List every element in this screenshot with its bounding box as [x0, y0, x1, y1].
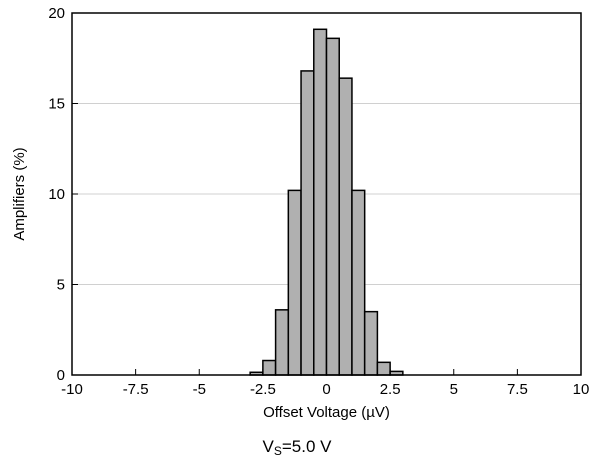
x-tick-label: -5: [193, 381, 206, 398]
histogram-bar: [287, 189, 302, 376]
x-tick-label: -10: [61, 381, 83, 398]
caption-symbol: V: [262, 437, 274, 456]
x-tick-label: -7.5: [123, 381, 149, 398]
histogram-bar: [274, 309, 290, 376]
histogram-bar: [313, 28, 328, 376]
y-tick-label: 10: [48, 186, 65, 203]
caption-value: =5.0 V: [281, 437, 332, 456]
histogram-bar: [262, 359, 277, 376]
y-axis-ticks: 0 5 10 15 20: [48, 5, 78, 384]
x-tick-label: 2.5: [380, 381, 401, 398]
histogram-bar: [363, 310, 379, 376]
x-axis-ticks: -10 -7.5 -5 -2.5 0 2.5 5 7.5 10: [61, 369, 589, 398]
x-axis-label: Offset Voltage (µV): [263, 404, 390, 421]
y-tick-label: 15: [48, 96, 65, 113]
histogram-bar: [338, 77, 353, 376]
x-tick-label: 5: [450, 381, 458, 398]
histogram-bar: [300, 70, 315, 376]
y-tick-label: 0: [57, 367, 65, 384]
y-axis-label: Amplifiers (%): [11, 147, 28, 240]
y-tick-label: 20: [48, 5, 65, 22]
histogram-bar: [325, 37, 340, 376]
x-tick-label: 7.5: [507, 381, 528, 398]
histogram-bar: [376, 361, 391, 376]
x-tick-label: 0: [322, 381, 330, 398]
y-tick-label: 5: [57, 277, 65, 294]
supply-voltage-caption: VS=5.0 V: [0, 437, 594, 458]
x-tick-label: -2.5: [250, 381, 276, 398]
histogram-bar: [351, 189, 366, 376]
histogram-bars: [249, 28, 404, 376]
x-tick-label: 10: [573, 381, 590, 398]
caption-subscript: S: [273, 444, 282, 458]
